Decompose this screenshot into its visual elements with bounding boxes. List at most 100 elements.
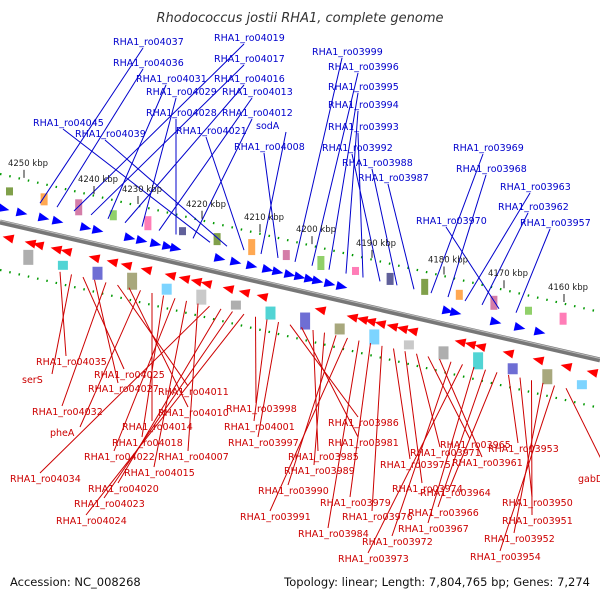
top-gene-label: RHA1_ro03993 [328,122,399,133]
bottom-callout-line [82,276,125,370]
forward-gene-arrow [303,273,316,283]
bottom-gene-label: RHA1_ro03973 [338,554,409,565]
bottom-gene-label: RHA1_ro04023 [74,499,145,510]
kbp-tick-label: 4210 kbp [244,213,284,223]
reverse-gene-arrow [586,369,599,378]
bottom-callout-line [153,300,187,468]
top-callout-line [371,168,398,286]
reverse-gene-arrow [374,320,387,330]
top-gene-label: RHA1_ro04028 [146,108,217,119]
top-callout-line [73,43,245,212]
bottom-gene-label: RHA1_ro03985 [288,452,359,463]
track-border-bottom [0,268,600,410]
forward-gene-arrow [449,307,462,317]
forward-gene-arrow [261,264,274,273]
reverse-gene-arrow [502,349,515,359]
feature-box [213,233,221,246]
top-callout-line [294,57,343,262]
top-callout-line [56,68,144,208]
reverse-gene-arrow [50,245,63,255]
top-gene-label: RHA1_ro03969 [453,143,524,154]
feature-box [421,278,429,295]
forward-gene-arrow [245,260,258,270]
top-gene-label: RHA1_ro03963 [500,182,571,193]
forward-gene-arrow [161,241,174,250]
bottom-gene-label: RHA1_ro03991 [240,512,311,523]
forward-gene-arrow [441,305,454,315]
top-callout-line [328,92,359,270]
top-gene-label: RHA1_ro04045 [33,118,104,129]
bottom-gene-label: RHA1_ro03966 [408,508,479,519]
bottom-gene-label: RHA1_ro03986 [328,418,399,429]
top-callout-line [39,47,144,204]
bottom-callout-line [253,319,268,422]
bottom-callout-line [51,274,72,375]
bottom-gene-label: RHA1_ro03997 [228,438,299,449]
top-callout-line [104,139,228,247]
genome-axis-highlight [0,220,600,359]
bottom-callout-line [371,345,383,512]
bottom-gene-label: RHA1_ro03976 [342,512,413,523]
bottom-gene-label: RHA1_ro03998 [226,404,297,415]
bottom-gene-label: RHA1_ro04001 [224,422,295,433]
feature-box [352,266,359,275]
top-callout-line [445,226,500,310]
kbp-tick-label: 4160 kbp [548,283,588,293]
bottom-callout-line [79,290,141,428]
bottom-callout-line [519,377,533,498]
bottom-callout-line [449,372,498,488]
reverse-gene-arrow [60,248,73,257]
top-gene-label: RHA1_ro03996 [328,62,399,73]
bottom-callout-line [113,298,176,452]
bottom-callout-line [103,311,233,499]
bottom-callout-line [427,356,471,440]
forward-gene-arrow [271,266,284,276]
feature-box [6,187,13,196]
reverse-gene-arrow [164,271,177,281]
bottom-gene-label: pheA [50,428,75,439]
bottom-callout-line [327,340,360,529]
bottom-gene-label: RHA1_ro03952 [484,534,555,545]
feature-box [317,256,325,271]
top-gene-label: RHA1_ro04031 [136,74,207,85]
top-gene-label: RHA1_ro03988 [342,158,413,169]
reverse-gene-arrow [346,313,359,323]
bottom-gene-label: RHA1_ro03961 [452,458,523,469]
bottom-gene-label: RHA1_ro03954 [470,552,541,563]
bottom-gene-label: RHA1_ro03965 [440,440,511,451]
feature-box [75,199,83,216]
top-callout-line [263,152,279,259]
top-callout-line [357,132,364,278]
kbp-tick-label: 4230 kbp [122,185,162,195]
feature-box [334,323,345,335]
reverse-gene-arrow [106,258,119,268]
reverse-gene-arrow [200,280,213,289]
forward-gene-arrow [91,224,104,234]
bottom-callout-line [257,321,279,438]
bottom-gene-label: RHA1_ro03979 [320,498,391,509]
feature-box [248,239,256,256]
bottom-callout-line [404,351,423,484]
feature-box [300,312,311,330]
reverse-gene-arrow [474,343,487,353]
bottom-callout-line [61,282,107,407]
forward-gene-arrow [489,316,502,326]
bottom-callout-line [255,316,257,404]
kbp-tick-label: 4180 kbp [428,255,468,265]
forward-gene-arrow [169,242,182,252]
bottom-callout-line [59,271,67,357]
forward-gene-arrow [229,256,242,266]
feature-box [542,369,553,385]
top-callout-line [62,128,211,243]
accession-text: Accession: NC_008268 [10,575,141,589]
top-callout-line [481,212,529,306]
bottom-callout-line [437,369,486,508]
forward-gene-arrow [15,207,28,217]
bottom-gene-label: serS [22,375,43,386]
top-callout-line [107,84,167,220]
feature-box [455,289,463,300]
feature-box [438,346,449,360]
bottom-gene-label: RHA1_ro03964 [420,488,491,499]
top-callout-line [345,110,359,274]
map-title: Rhodococcus jostii RHA1, complete genome [157,11,444,26]
